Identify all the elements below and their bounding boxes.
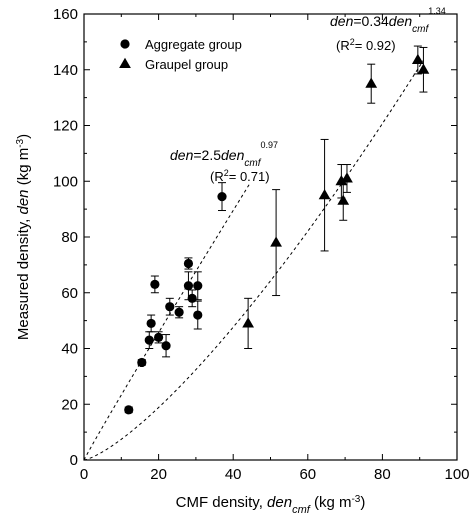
fit-equation-2: den=0.34dencmf1.34 xyxy=(330,6,446,35)
fit-eq-sub: cmf xyxy=(244,158,261,169)
aggregate-point xyxy=(150,279,160,289)
aggregate-point xyxy=(174,307,184,317)
y-axis-label: Measured density, den (kg m-3) xyxy=(15,134,33,340)
x-tick-label: 20 xyxy=(150,466,167,483)
graupel-point xyxy=(318,188,331,200)
x-axis-label: CMF density, dencmf (kg m-3) xyxy=(176,494,366,517)
aggregate-point xyxy=(193,310,203,320)
legend: Aggregate group Graupel group xyxy=(119,37,242,72)
fit-r2-open: (R xyxy=(210,169,224,184)
legend-label-aggregate: Aggregate group xyxy=(145,37,242,52)
aggregate-point xyxy=(193,281,203,291)
fit-r2-2: (R2= 0.92) xyxy=(336,37,396,53)
aggregate-point xyxy=(144,335,154,345)
y-tick-label: 80 xyxy=(61,229,78,246)
aggregate-point xyxy=(183,281,194,291)
fit-r2-sup: 2 xyxy=(224,168,229,178)
y-tick-label: 40 xyxy=(61,341,78,358)
fit-eq-sub: cmf xyxy=(412,24,429,35)
y-tick-label: 140 xyxy=(53,62,78,79)
aggregate-point xyxy=(137,357,147,368)
fit-eq-var: den xyxy=(389,13,413,29)
y-tick-label: 0 xyxy=(70,452,78,469)
fit-r2-value: = 0.71) xyxy=(229,169,270,184)
y-axis-label-var: den xyxy=(15,189,32,214)
aggregate-point xyxy=(124,405,134,415)
x-tick-label: 100 xyxy=(444,466,469,483)
fit-eq-lhs: den xyxy=(170,147,194,163)
fit-eq-exp: 0.97 xyxy=(260,140,278,150)
y-tick-label: 100 xyxy=(53,173,78,190)
y-axis-label-unit-end: ) xyxy=(15,134,32,139)
legend-marker-graupel xyxy=(119,57,131,69)
fit-curve-1 xyxy=(83,182,251,461)
fit-eq-exp: 1.34 xyxy=(428,6,446,16)
y-tick-label: 20 xyxy=(61,396,78,413)
aggregate-point xyxy=(165,302,175,312)
y-axis-label-unit: (kg m xyxy=(15,148,32,190)
x-tick-label: 80 xyxy=(374,466,391,483)
fit-equation-1: den=2.5dencmf0.97 xyxy=(170,140,278,169)
graupel-point xyxy=(365,77,378,88)
graupel-point xyxy=(270,236,282,247)
graupel-point xyxy=(341,172,353,183)
fit-r2-open: (R xyxy=(336,38,350,53)
axis-labels: CMF density, dencmf (kg m-3)Measured den… xyxy=(15,134,366,516)
aggregate-point xyxy=(146,318,156,329)
aggregate-point xyxy=(161,341,171,351)
y-axis-label-unit-sup: -3 xyxy=(15,138,26,147)
axis-ticks: 0 20 40 60 80 100 0 20 40 60 80 100 120 140 160 xyxy=(53,6,470,483)
y-tick-label: 120 xyxy=(53,118,78,135)
x-axis-label-unit: (kg m xyxy=(310,494,352,511)
x-tick-label: 40 xyxy=(225,466,242,483)
fit-r2-sup: 2 xyxy=(350,37,355,47)
graupel-point xyxy=(417,63,430,74)
fit-curves xyxy=(83,59,424,461)
legend-marker-aggregate xyxy=(120,39,130,49)
fit-eq-var: den xyxy=(221,147,245,163)
fit-eq-lhs: den xyxy=(330,13,354,29)
x-axis-label-text: CMF density, xyxy=(176,494,267,511)
aggregate-point xyxy=(183,258,194,269)
fit-annotations: den=2.5dencmf0.97(R2= 0.71)den=0.34dencm… xyxy=(170,6,446,184)
x-axis-label-unit-end: ) xyxy=(360,494,365,511)
graupel-point xyxy=(337,194,350,205)
graupel-point xyxy=(335,175,348,186)
x-tick-label: 60 xyxy=(299,466,316,483)
y-tick-label: 160 xyxy=(53,6,78,23)
fit-eq-coef: =0.34 xyxy=(353,13,389,29)
fit-eq-coef: =2.5 xyxy=(193,147,221,163)
x-axis-label-sub: cmf xyxy=(292,504,311,516)
legend-label-graupel: Graupel group xyxy=(145,57,228,72)
y-tick-label: 60 xyxy=(61,285,78,302)
fit-r2-value: = 0.92) xyxy=(355,38,396,53)
x-axis-label-var: den xyxy=(267,494,292,511)
fit-curve-2 xyxy=(83,59,424,461)
fit-r2-1: (R2= 0.71) xyxy=(210,168,270,184)
aggregate-point xyxy=(217,191,227,202)
graupel-point xyxy=(411,53,424,65)
x-axis-label-unit-sup: -3 xyxy=(351,494,360,505)
y-axis-label-text: Measured density, xyxy=(15,214,32,340)
graupel-point xyxy=(242,317,255,328)
aggregate-point xyxy=(154,332,164,342)
x-tick-label: 0 xyxy=(80,466,88,483)
data-markers xyxy=(124,53,430,415)
aggregate-point xyxy=(187,293,197,303)
